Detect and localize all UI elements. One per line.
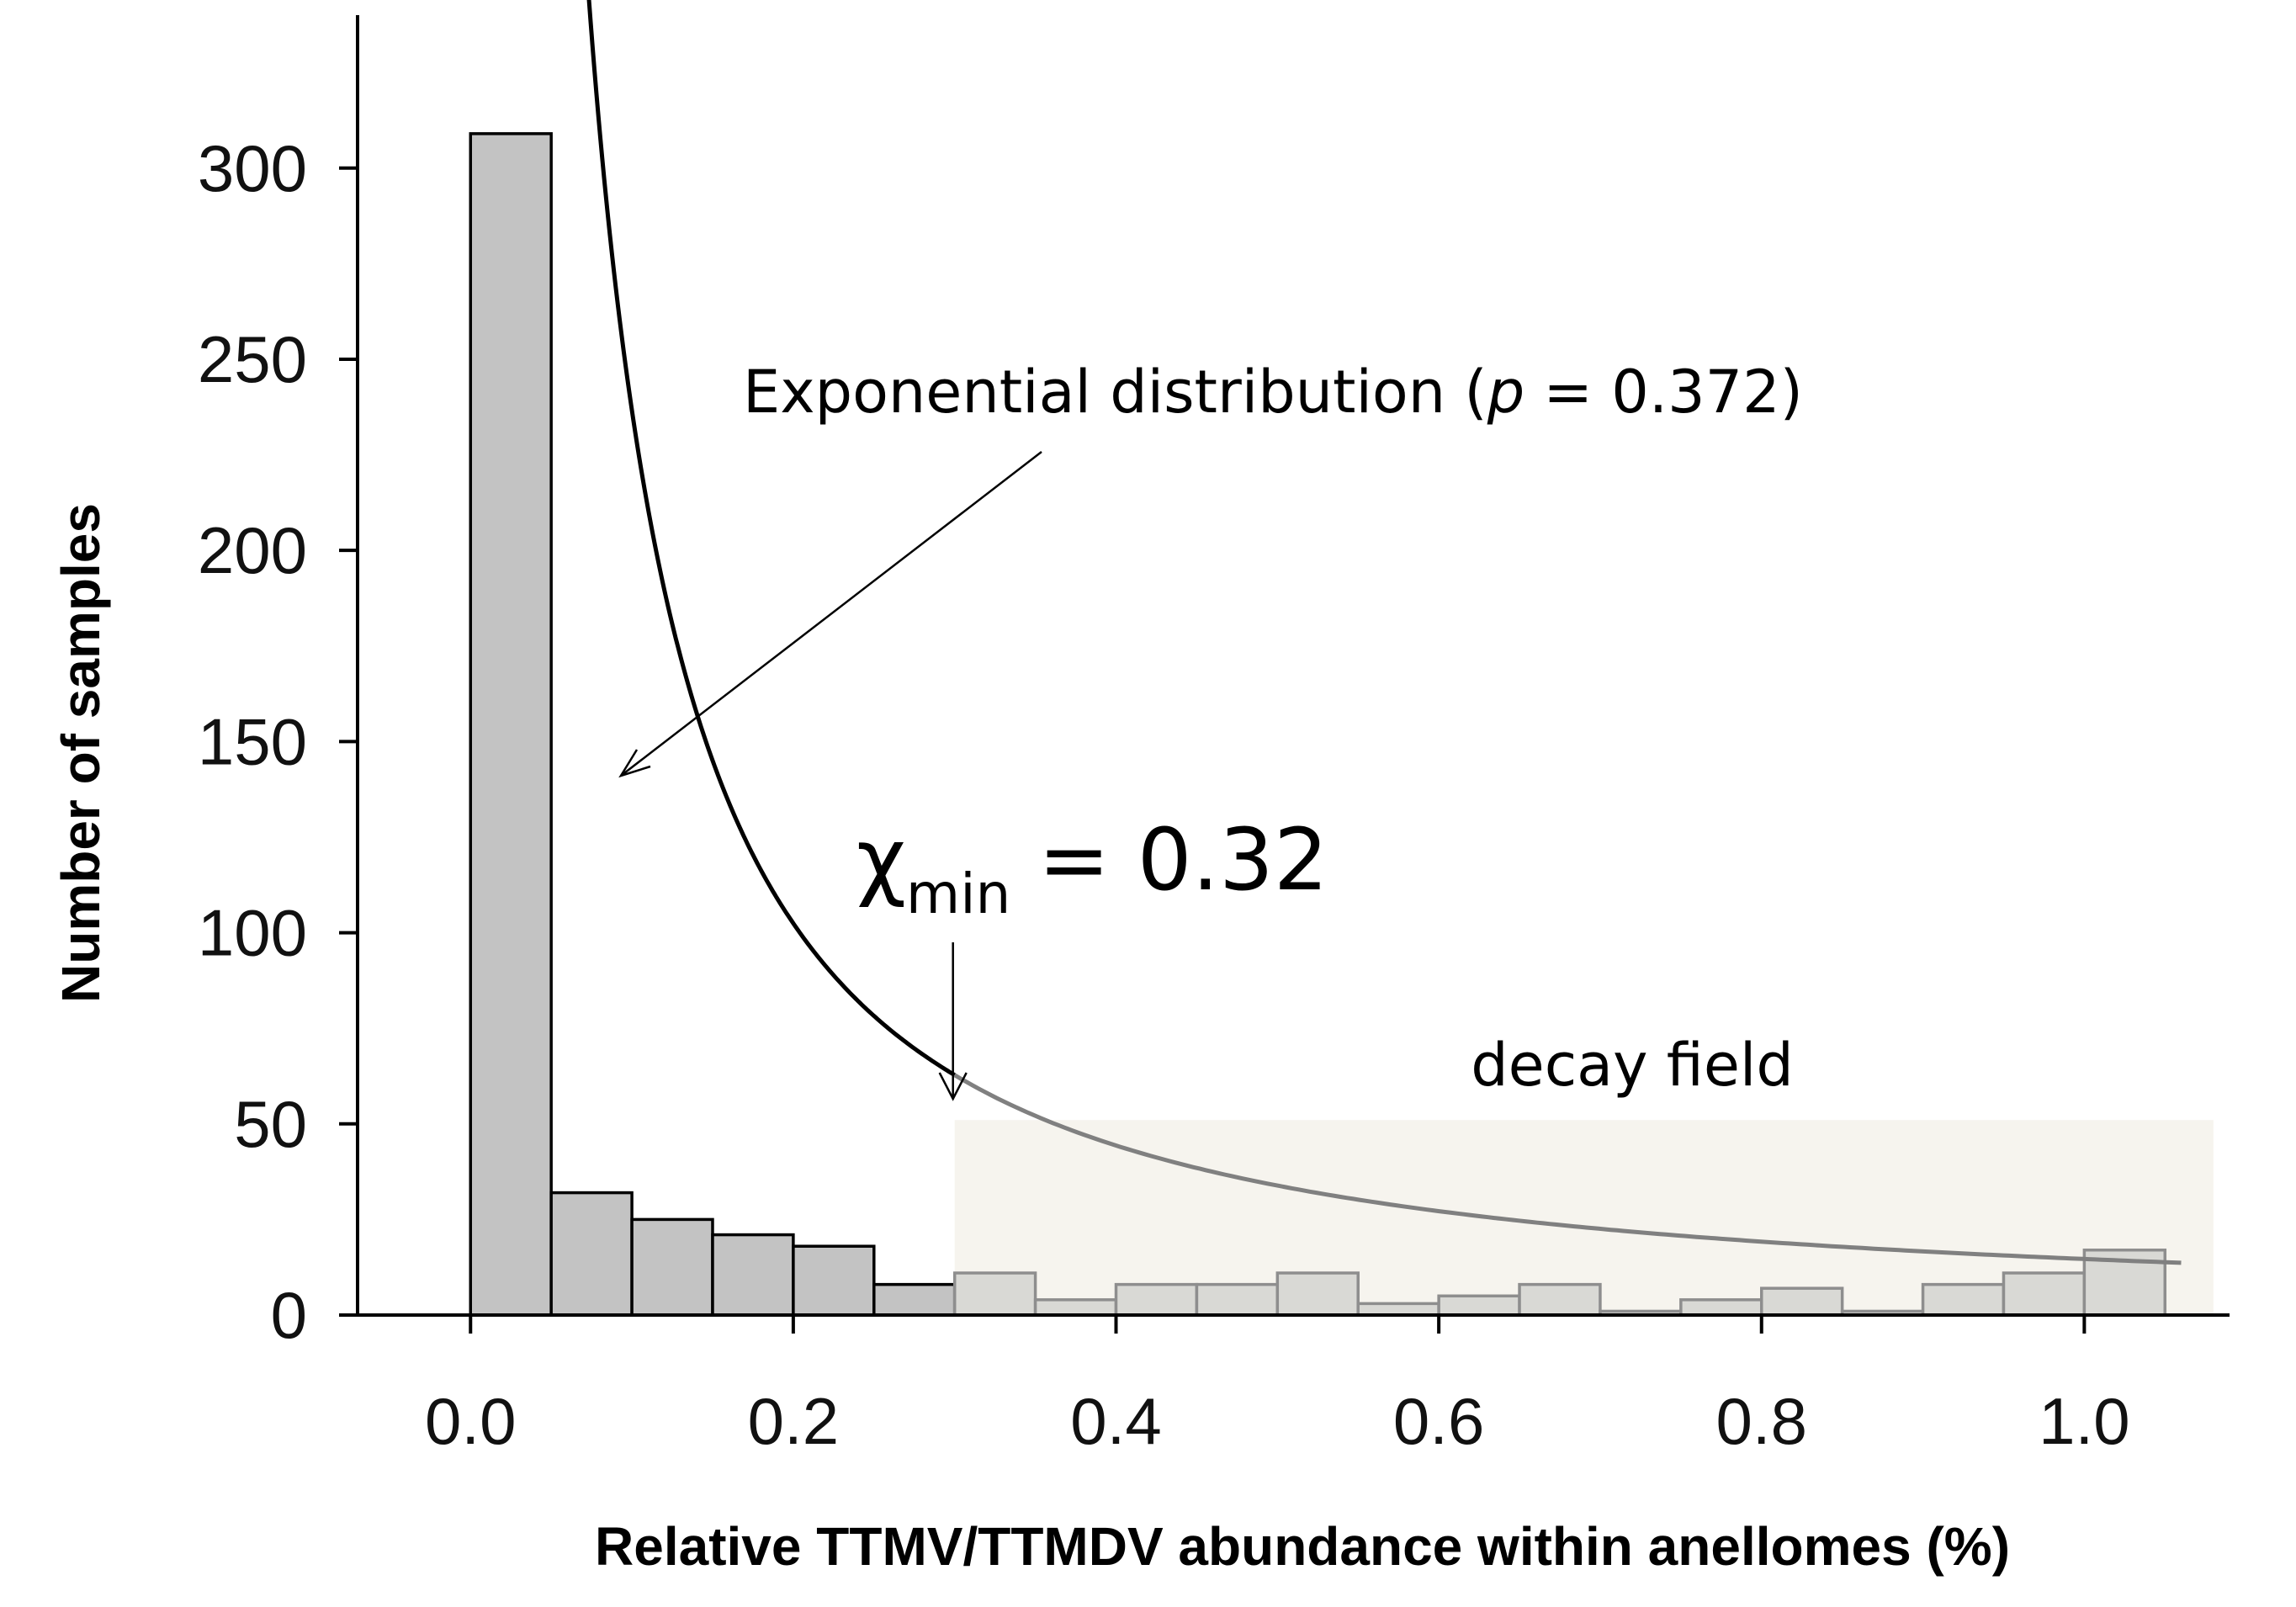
histogram-bars [469, 132, 2167, 1317]
y-axis-ticks: 0 50 100 150 200 250 300 [198, 131, 358, 1352]
histogram-bar-11 [1356, 1302, 1440, 1317]
histogram-bar-6 [952, 1271, 1037, 1317]
x-tick-label: 1.0 [2039, 1384, 2129, 1458]
histogram-bar-1 [549, 1191, 634, 1317]
histogram-bar-2 [630, 1217, 714, 1317]
y-tick-label: 0 [271, 1278, 307, 1352]
fit-curve-label: Exponential distribution (p = 0.372) [743, 358, 1803, 427]
histogram-bar-7 [1033, 1298, 1118, 1317]
histogram-bar-9 [1195, 1282, 1280, 1317]
x-tick-label: 0.6 [1393, 1384, 1484, 1458]
histogram-bar-3 [711, 1233, 795, 1317]
histogram-bar-8 [1114, 1282, 1199, 1317]
histogram-bar-16 [1760, 1286, 1844, 1317]
x-axis-ticks: 0.0 0.2 0.4 0.6 0.8 1.0 [425, 1315, 2130, 1458]
histogram-bar-5 [872, 1282, 957, 1317]
chi-subscript: min [906, 862, 1010, 926]
y-tick-label: 200 [198, 513, 307, 587]
x-tick-label: 0.0 [425, 1384, 516, 1458]
y-axis-title: Number of samples [50, 503, 111, 1003]
histogram-bar-10 [1275, 1271, 1360, 1317]
fit-label-p-variable: p [1487, 358, 1524, 427]
exponential-fit-curve [586, 0, 956, 1077]
histogram-bar-13 [1518, 1282, 1602, 1317]
x-tick-label: 0.2 [748, 1384, 839, 1458]
decay-field-label: decay field [1471, 1031, 1794, 1100]
histogram-bar-15 [1679, 1298, 1763, 1317]
y-tick-label: 150 [198, 704, 307, 778]
chi-min-label: χmin = 0.32 [856, 810, 1328, 926]
histogram-bar-19 [2002, 1271, 2087, 1317]
histogram-bar-4 [792, 1244, 876, 1317]
y-tick-label: 50 [234, 1087, 307, 1161]
histogram-bar-0 [469, 132, 553, 1317]
chi-min-arrowhead [938, 1072, 968, 1101]
y-tick-label: 300 [198, 131, 307, 205]
y-tick-label: 100 [198, 896, 307, 970]
fit-label-arrowhead [618, 749, 651, 778]
fit-label-suffix: = 0.372) [1524, 358, 1803, 427]
histogram-bar-12 [1437, 1294, 1521, 1317]
y-tick-label: 250 [198, 322, 307, 396]
x-tick-label: 0.4 [1070, 1384, 1161, 1458]
fit-label-arrow [620, 451, 1042, 777]
x-axis-title: Relative TTMV/TTMDV abundance within ane… [595, 1516, 2010, 1577]
x-tick-label: 0.8 [1716, 1384, 1807, 1458]
exponential-fit-curve-decay-segment [953, 1073, 2182, 1265]
chi-symbol: χ [856, 810, 906, 910]
histogram-bar-18 [1921, 1282, 2006, 1317]
fit-label-prefix: Exponential distribution ( [743, 358, 1487, 427]
chi-value: = 0.32 [1010, 810, 1328, 910]
